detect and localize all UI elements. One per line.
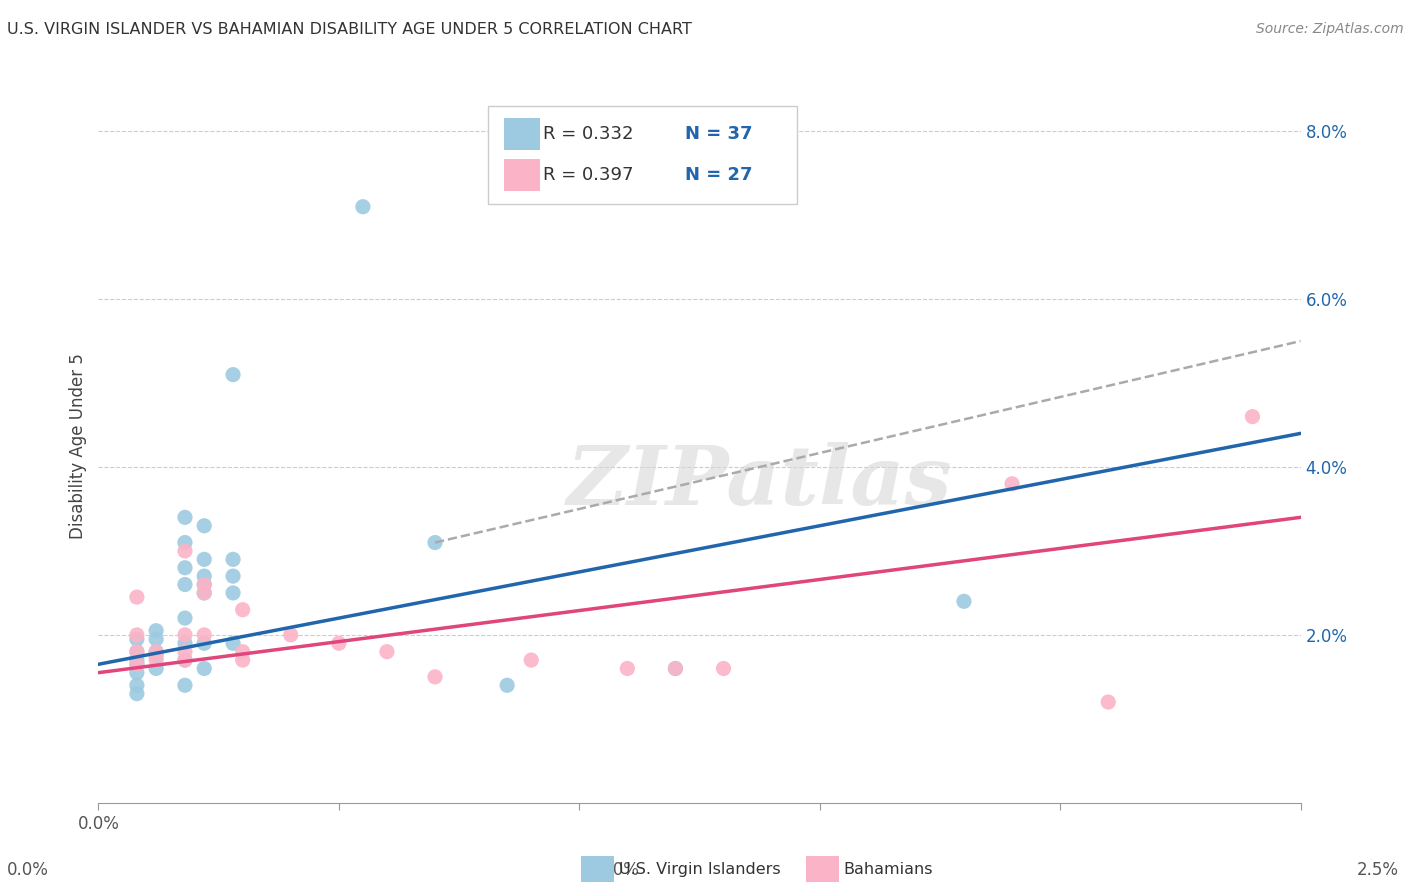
Point [174,678,197,692]
Point [193,577,215,591]
Point [232,603,254,617]
Point [174,535,197,549]
Point [193,577,215,591]
Point [664,661,686,675]
Point [125,657,148,672]
Point [174,628,197,642]
Point [222,552,245,566]
Point [1097,695,1119,709]
Point [174,636,197,650]
Text: U.S. VIRGIN ISLANDER VS BAHAMIAN DISABILITY AGE UNDER 5 CORRELATION CHART: U.S. VIRGIN ISLANDER VS BAHAMIAN DISABIL… [7,22,692,37]
Point [174,544,197,558]
Point [193,552,215,566]
Point [125,628,148,642]
Point [145,648,167,663]
Point [174,577,197,591]
Point [125,665,148,680]
Point [125,687,148,701]
Point [145,624,167,638]
Point [193,569,215,583]
Point [125,645,148,659]
Point [375,645,398,659]
Point [423,535,446,549]
Point [664,661,686,675]
Point [145,645,167,659]
Point [1001,476,1024,491]
Point [193,586,215,600]
Point [193,661,215,675]
Point [174,653,197,667]
Point [222,368,245,382]
Point [145,653,167,667]
Point [125,590,148,604]
Text: U.S. Virgin Islanders: U.S. Virgin Islanders [619,863,780,877]
Point [423,670,446,684]
Point [1241,409,1264,424]
Point [280,628,302,642]
Text: 0.0%: 0.0% [7,861,49,879]
Point [125,645,148,659]
Point [953,594,976,608]
Point [145,632,167,646]
Point [232,645,254,659]
Text: R = 0.397: R = 0.397 [543,166,634,184]
Y-axis label: Disability Age Under 5: Disability Age Under 5 [69,353,87,539]
Text: ZIPatlas: ZIPatlas [567,442,952,522]
Point [520,653,543,667]
Text: Source: ZipAtlas.com: Source: ZipAtlas.com [1256,22,1403,37]
Text: N = 37: N = 37 [685,125,752,143]
Point [145,661,167,675]
Text: 0.0%: 0.0% [598,861,640,879]
Point [193,636,215,650]
Point [222,569,245,583]
Point [145,645,167,659]
Point [174,560,197,574]
Point [125,653,148,667]
Point [222,586,245,600]
Point [352,200,374,214]
Point [125,678,148,692]
Point [616,661,638,675]
Point [232,653,254,667]
Point [713,661,735,675]
Point [193,586,215,600]
Point [328,636,350,650]
Point [222,636,245,650]
Point [174,653,197,667]
Point [496,678,519,692]
Point [174,611,197,625]
Point [174,645,197,659]
Point [193,518,215,533]
Text: Bahamians: Bahamians [844,863,934,877]
Point [125,632,148,646]
Point [193,628,215,642]
Point [174,510,197,524]
Text: N = 27: N = 27 [685,166,752,184]
Point [125,657,148,672]
Text: R = 0.332: R = 0.332 [543,125,634,143]
Text: 2.5%: 2.5% [1357,861,1399,879]
